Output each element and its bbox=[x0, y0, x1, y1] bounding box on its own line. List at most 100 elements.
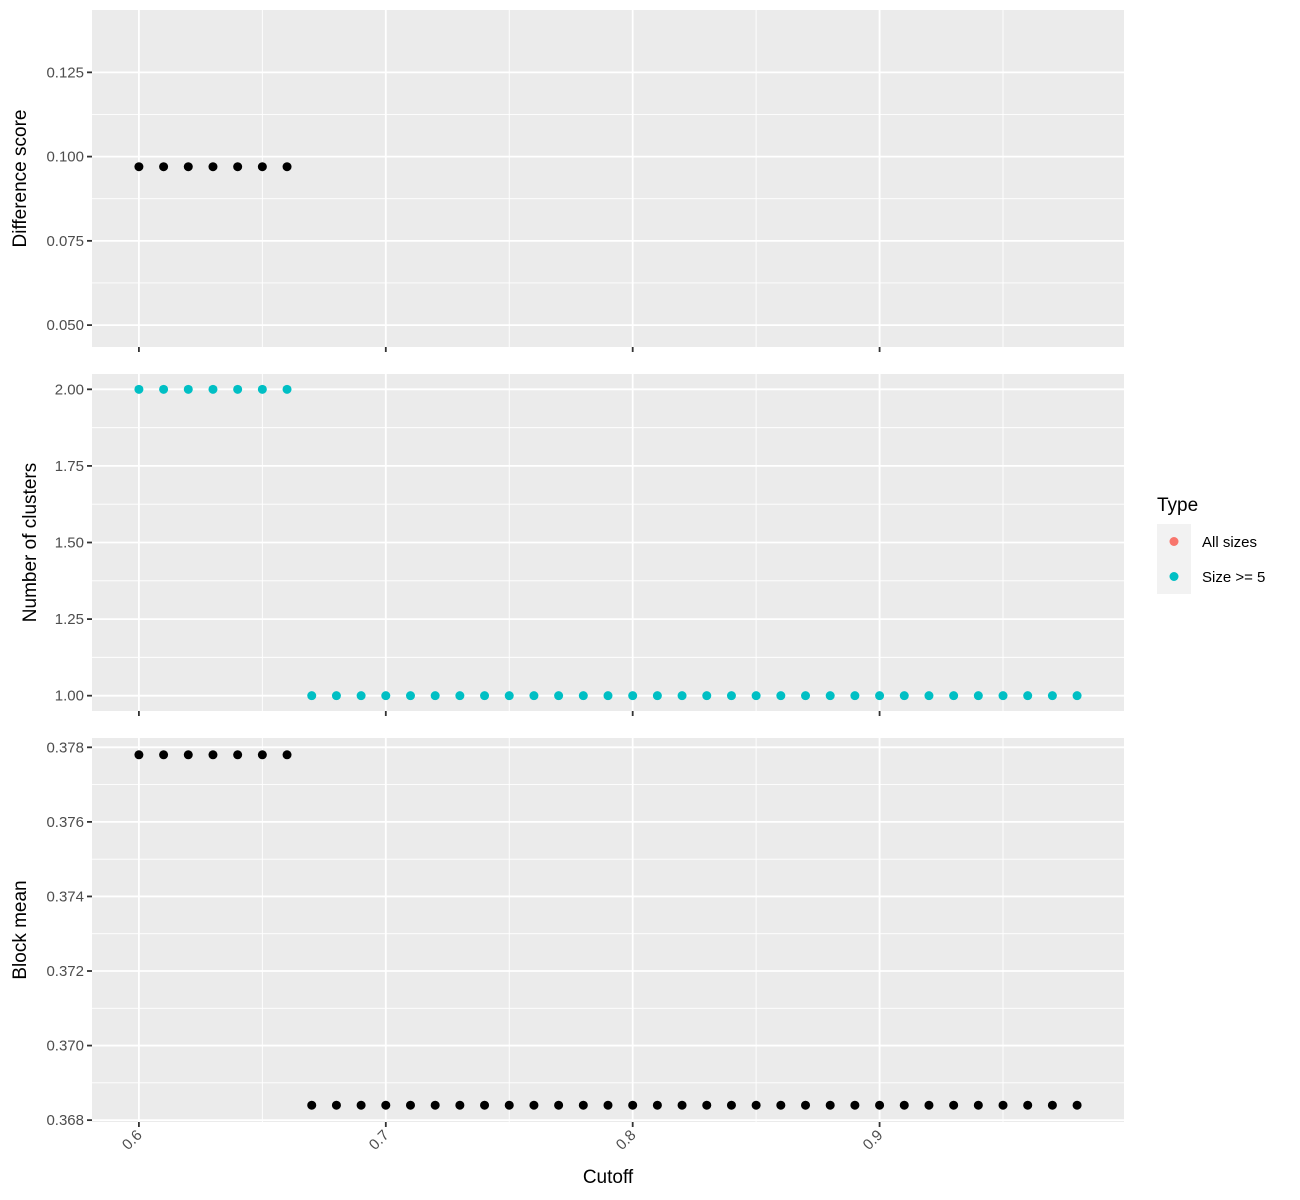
data-point bbox=[233, 162, 243, 172]
data-point bbox=[578, 691, 588, 701]
data-point bbox=[405, 691, 415, 701]
x-axis-title: Cutoff bbox=[583, 1167, 634, 1188]
y-tick-label: 1.25 bbox=[55, 611, 84, 628]
y-tick-label: 0.372 bbox=[46, 963, 84, 980]
y-tick-label: 0.370 bbox=[46, 1038, 84, 1055]
data-point bbox=[381, 1100, 391, 1110]
data-point bbox=[529, 1100, 539, 1110]
data-point bbox=[850, 1100, 860, 1110]
x-tick-label: 0.7 bbox=[366, 1127, 393, 1154]
data-point bbox=[554, 1100, 564, 1110]
data-point bbox=[751, 1100, 761, 1110]
legend-label: All sizes bbox=[1202, 534, 1257, 551]
data-point bbox=[183, 750, 193, 760]
data-point bbox=[751, 691, 761, 701]
panels: 0.050 0.075 0.100 0.125 Difference score 1.00… bbox=[10, 10, 1124, 1154]
data-point bbox=[949, 691, 959, 701]
data-point bbox=[208, 384, 218, 394]
data-point bbox=[282, 384, 292, 394]
data-point bbox=[1047, 1100, 1057, 1110]
y-tick-label: 0.378 bbox=[46, 739, 84, 756]
y-tick-label: 2.00 bbox=[55, 381, 84, 398]
data-point bbox=[677, 1100, 687, 1110]
data-point bbox=[183, 384, 193, 394]
data-point bbox=[924, 691, 934, 701]
data-point bbox=[1023, 691, 1033, 701]
panel-top: 0.050 0.075 0.100 0.125 Difference score bbox=[10, 10, 1124, 352]
data-point bbox=[578, 1100, 588, 1110]
data-point bbox=[159, 750, 169, 760]
data-point bbox=[603, 1100, 613, 1110]
data-point bbox=[480, 1100, 490, 1110]
x-tick-label: 0.8 bbox=[613, 1127, 640, 1154]
data-point bbox=[1072, 691, 1082, 701]
legend: Type All sizes Size >= 5 bbox=[1157, 495, 1265, 594]
y-tick-label: 0.374 bbox=[46, 888, 84, 905]
y-tick-label: 1.75 bbox=[55, 458, 84, 475]
data-point bbox=[134, 162, 144, 172]
legend-swatch bbox=[1169, 537, 1179, 546]
data-point bbox=[726, 691, 736, 701]
data-point bbox=[702, 691, 712, 701]
data-point bbox=[973, 1100, 983, 1110]
data-point bbox=[1023, 1100, 1033, 1110]
data-point bbox=[776, 1100, 786, 1110]
data-point bbox=[875, 691, 885, 701]
panel-bottom: 0.368 0.370 0.372 0.374 0.376 0.378 0.6 0.7 0.8 0… bbox=[10, 738, 1124, 1154]
data-point bbox=[455, 1100, 465, 1110]
data-point bbox=[356, 1100, 366, 1110]
data-point bbox=[455, 691, 465, 701]
data-point bbox=[1047, 691, 1057, 701]
data-point bbox=[776, 691, 786, 701]
legend-swatch bbox=[1169, 572, 1179, 581]
legend-label: Size >= 5 bbox=[1202, 569, 1265, 586]
data-point bbox=[233, 384, 243, 394]
y-tick-label: 0.100 bbox=[46, 149, 84, 166]
data-point bbox=[430, 1100, 440, 1110]
legend-item: Size >= 5 bbox=[1157, 559, 1265, 594]
data-point bbox=[949, 1100, 959, 1110]
legend-item: All sizes bbox=[1157, 524, 1257, 559]
data-point bbox=[504, 691, 514, 701]
data-point bbox=[702, 1100, 712, 1110]
y-tick-label: 0.050 bbox=[46, 317, 84, 334]
data-point bbox=[850, 691, 860, 701]
data-point bbox=[726, 1100, 736, 1110]
data-point bbox=[652, 1100, 662, 1110]
data-point bbox=[356, 691, 366, 701]
data-point bbox=[899, 1100, 909, 1110]
data-point bbox=[257, 384, 267, 394]
data-point bbox=[998, 691, 1008, 701]
data-point bbox=[504, 1100, 514, 1110]
data-point bbox=[554, 691, 564, 701]
legend-title: Type bbox=[1157, 495, 1198, 516]
data-point bbox=[801, 1100, 811, 1110]
data-point bbox=[331, 691, 341, 701]
data-point bbox=[899, 691, 909, 701]
y-tick-label: 1.50 bbox=[55, 535, 84, 552]
panel-background bbox=[92, 10, 1124, 347]
data-point bbox=[257, 162, 267, 172]
data-point bbox=[307, 691, 317, 701]
data-point bbox=[801, 691, 811, 701]
data-point bbox=[159, 162, 169, 172]
data-point bbox=[529, 691, 539, 701]
data-point bbox=[603, 691, 613, 701]
y-axis-title: Block mean bbox=[10, 880, 31, 979]
data-point bbox=[1072, 1100, 1082, 1110]
data-point bbox=[973, 691, 983, 701]
data-point bbox=[233, 750, 243, 760]
data-point bbox=[134, 384, 144, 394]
data-point bbox=[282, 162, 292, 172]
data-point bbox=[208, 750, 218, 760]
data-point bbox=[307, 1100, 317, 1110]
data-point bbox=[825, 1100, 835, 1110]
data-point bbox=[381, 691, 391, 701]
y-tick-label: 0.376 bbox=[46, 814, 84, 831]
data-point bbox=[998, 1100, 1008, 1110]
data-point bbox=[677, 691, 687, 701]
data-point bbox=[924, 1100, 934, 1110]
data-point bbox=[257, 750, 267, 760]
y-tick-label: 0.125 bbox=[46, 64, 84, 81]
